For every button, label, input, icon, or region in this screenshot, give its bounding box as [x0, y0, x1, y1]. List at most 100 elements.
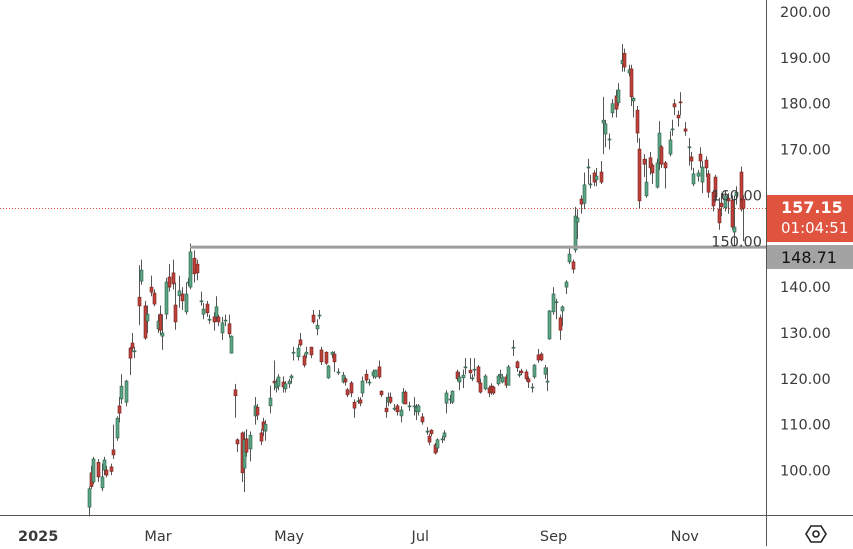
candle: [319, 346, 324, 366]
candle-body-down: [302, 355, 307, 366]
candle: [167, 264, 172, 292]
candle-body-up: [732, 226, 737, 233]
candle-body-down: [324, 351, 329, 364]
candle: [476, 365, 481, 384]
candle: [554, 298, 559, 320]
candle: [384, 397, 389, 418]
time-tick-label: Jul: [411, 529, 430, 545]
candle-body-up: [199, 300, 204, 303]
candle: [364, 369, 369, 384]
candle: [227, 314, 232, 338]
candle-body-down: [713, 176, 718, 198]
candle-body-down: [429, 429, 434, 435]
candle: [360, 376, 365, 398]
candle-body-up: [444, 392, 449, 404]
candle: [607, 133, 612, 150]
candle-body-up: [373, 369, 378, 378]
candle: [117, 397, 122, 423]
candle: [407, 401, 412, 411]
candle: [304, 346, 309, 359]
candle-body-down: [111, 449, 116, 456]
candle-body-up: [223, 319, 228, 322]
candle-body-up: [315, 324, 320, 330]
candle-body-up: [498, 373, 503, 376]
candle-body-up: [248, 434, 253, 450]
candle-body-up: [560, 306, 565, 312]
candle: [683, 122, 688, 136]
candle-body-up: [440, 438, 445, 441]
candle: [425, 426, 430, 435]
candle-body-down: [579, 198, 584, 205]
candle-body-up: [470, 377, 475, 380]
candle: [530, 383, 535, 393]
candle-body-down: [205, 303, 210, 314]
price-axis[interactable]: 100.00 110.00 120.00 130.00 140.00 150.00 160.…: [711, 5, 831, 480]
candle-body-down: [539, 353, 544, 361]
candle-body-down: [741, 198, 746, 209]
candle: [515, 360, 520, 372]
candle-body-down: [515, 361, 520, 369]
candle-body-up: [160, 332, 165, 337]
candle-body-up: [567, 253, 572, 263]
candle-body-up: [631, 97, 636, 102]
candle-body-up: [696, 172, 701, 177]
candle: [379, 390, 384, 398]
candle-body-up: [229, 335, 234, 354]
candle: [302, 353, 307, 368]
candle: [96, 459, 101, 482]
candle-body-up: [483, 375, 488, 390]
candle-body-down: [137, 296, 142, 307]
candle-body-up: [296, 347, 301, 358]
candle: [689, 151, 694, 171]
price-tick-label: 190.00: [780, 51, 831, 67]
candle: [483, 374, 488, 391]
candle-body-up: [700, 166, 705, 183]
candle: [311, 310, 316, 324]
candle-body-down: [216, 316, 221, 323]
candle-body-up: [586, 166, 591, 169]
candle: [287, 378, 292, 388]
candle-body-down: [171, 272, 176, 285]
candle-body-up: [551, 293, 556, 313]
candle-body-down: [519, 370, 524, 374]
candle-body-down: [420, 416, 425, 423]
candle: [223, 314, 228, 327]
candle: [676, 110, 681, 127]
candle: [655, 158, 660, 189]
candle: [205, 300, 210, 317]
time-axis[interactable]: 2025 Mar May Jul Sep Nov: [18, 529, 699, 545]
candle: [336, 368, 341, 376]
candle-body-up: [360, 380, 365, 394]
candle-body-down: [739, 171, 744, 210]
candle: [115, 416, 120, 441]
candle-body-up: [326, 365, 331, 379]
candle: [102, 456, 107, 476]
candle: [536, 348, 541, 363]
candle-body-down: [676, 114, 681, 119]
candle: [139, 259, 144, 285]
candle-body-down: [233, 389, 238, 397]
candle: [599, 161, 604, 184]
price-tick-label: 170.00: [780, 143, 831, 159]
price-tick-label: 120.00: [780, 372, 831, 388]
candle: [392, 404, 397, 411]
candle: [184, 282, 189, 315]
candle-body-up: [287, 380, 292, 385]
candle-body-up: [102, 459, 107, 471]
candle: [644, 158, 649, 198]
candle: [192, 250, 197, 283]
candle: [429, 429, 434, 437]
candle: [732, 195, 737, 247]
candle-body-down: [173, 304, 178, 323]
candle-body-down: [227, 323, 232, 335]
candle-body-up: [575, 217, 580, 223]
chart-settings-button[interactable]: [805, 523, 827, 545]
candle: [659, 144, 664, 168]
candle: [373, 369, 378, 379]
candle-body-down: [478, 382, 483, 393]
candle: [586, 158, 591, 184]
candle-body-down: [558, 317, 563, 331]
candle-body-up: [100, 476, 105, 489]
candle: [164, 277, 169, 320]
